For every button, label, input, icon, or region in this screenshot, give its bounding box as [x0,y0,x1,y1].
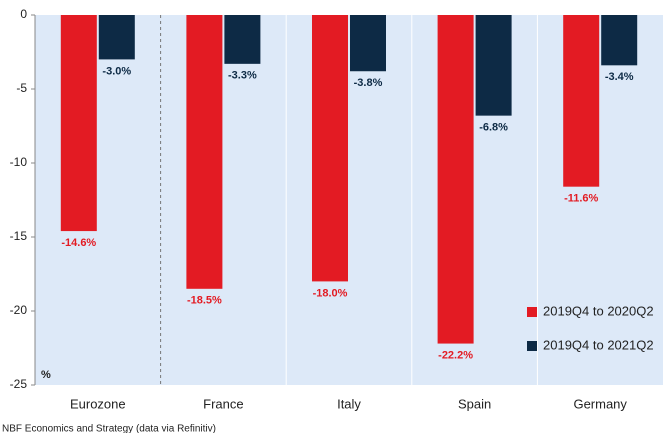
plot-area [35,15,663,385]
value-label: -6.8% [479,122,508,134]
bar [98,15,135,60]
bar [60,15,97,232]
value-label: -18.5% [187,295,222,307]
value-label: -3.3% [228,70,257,82]
y-tick-label: -5 [16,81,27,95]
value-label: -18.0% [313,287,348,299]
value-label: -3.0% [102,65,131,77]
y-tick-label: 0 [20,7,27,21]
bar [186,15,223,289]
bar [350,15,386,72]
bar [601,15,638,66]
value-label: -3.8% [354,77,383,89]
x-tick-label: Spain [458,396,491,411]
legend-swatch [527,307,537,317]
x-tick-label: Italy [337,396,361,411]
bar [437,15,474,344]
value-label: -3.4% [605,71,634,83]
source: NBF Economics and Strategy (data via Ref… [2,424,216,433]
y-tick-label: -10 [10,155,28,169]
legend-swatch [527,341,537,351]
x-tick-label: Eurozone [70,396,126,411]
y-tick-label: -25 [10,377,28,391]
value-label: -11.6% [564,193,598,205]
y-tick-label: -15 [10,229,28,243]
bar [563,15,600,187]
bar [475,15,512,116]
x-tick-label: Germany [573,396,627,411]
x-tick-label: France [203,396,243,411]
y-tick-label: -20 [10,303,28,317]
legend-label: 2019Q4 to 2021Q2 [543,337,654,352]
value-label: -22.2% [438,349,473,361]
y-axis-label: % [41,369,51,381]
bar [312,15,348,282]
legend-label: 2019Q4 to 2020Q2 [543,303,654,318]
value-label: -14.6% [61,237,96,249]
bar [224,15,261,64]
